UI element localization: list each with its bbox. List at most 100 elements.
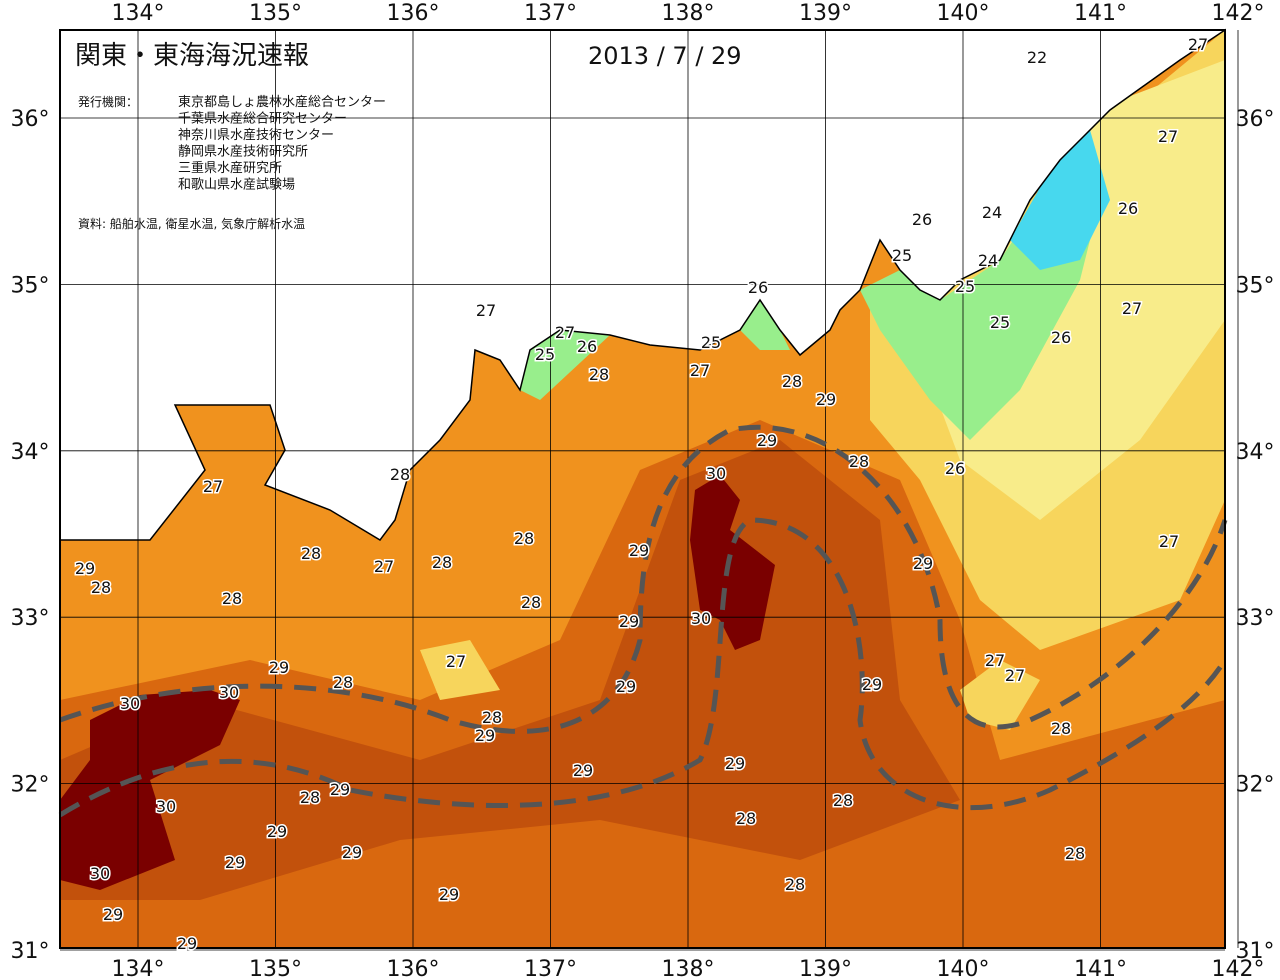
contour-label: 30 <box>219 683 239 702</box>
contour-label: 29 <box>862 675 882 694</box>
contour-label: 27 <box>555 323 575 342</box>
contour-label: 25 <box>701 333 721 352</box>
contour-label: 28 <box>91 578 111 597</box>
longitude-label: 134° <box>112 957 165 980</box>
contour-label: 29 <box>757 431 777 450</box>
contour-label: 26 <box>1051 328 1071 347</box>
longitude-label: 142° <box>1212 957 1265 980</box>
contour-label: 29 <box>225 853 245 872</box>
contour-label: 30 <box>691 609 711 628</box>
contour-label: 30 <box>156 797 176 816</box>
contour-label: 28 <box>432 553 452 572</box>
contour-label: 29 <box>103 905 123 924</box>
sea-30 <box>690 475 775 650</box>
latitude-label: 34° <box>11 440 50 465</box>
contour-label: 25 <box>892 246 912 265</box>
kuroshio-outer <box>58 517 1228 818</box>
contour-label: 29 <box>629 541 649 560</box>
contour-label: 28 <box>222 589 242 608</box>
sea-27 <box>960 660 1040 730</box>
contour-label: 27 <box>1159 532 1179 551</box>
contour-label: 28 <box>782 372 802 391</box>
agency: 和歌山県水産試験場 <box>178 177 295 193</box>
longitude-label: 140° <box>937 957 990 980</box>
longitude-label: 136° <box>387 957 440 980</box>
contour-label: 28 <box>301 544 321 563</box>
contour-label: 25 <box>955 277 975 296</box>
longitude-label: 139° <box>799 957 852 980</box>
longitude-label: 137° <box>524 1 577 26</box>
longitude-label: 140° <box>937 1 990 26</box>
contour-label: 28 <box>482 708 502 727</box>
source-note: 資料: 船舶水温, 衛星水温, 気象庁解析水温 <box>78 216 305 231</box>
contour-label: 29 <box>177 934 197 953</box>
contour-label: 27 <box>690 361 710 380</box>
longitude-label: 134° <box>112 1 165 26</box>
contour-label: 25 <box>535 345 555 364</box>
contour-label: 29 <box>342 843 362 862</box>
contour-label: 28 <box>390 465 410 484</box>
sea-30 <box>60 690 240 890</box>
contour-label: 28 <box>589 365 609 384</box>
latitude-label: 33° <box>1236 606 1275 631</box>
contour-label: 26 <box>945 459 965 478</box>
longitude-label: 142° <box>1212 1 1265 26</box>
publisher-label: 発行機関： <box>78 94 138 109</box>
contour-label: 29 <box>439 885 459 904</box>
contour-label: 28 <box>1051 719 1071 738</box>
graticule <box>60 30 1239 951</box>
contour-label: 28 <box>333 673 353 692</box>
contour-label: 27 <box>1158 127 1178 146</box>
longitude-label: 138° <box>662 957 715 980</box>
contour-label: 28 <box>521 593 541 612</box>
latitude-label: 31° <box>1236 939 1275 964</box>
contour-label: 29 <box>475 726 495 745</box>
latitude-label: 34° <box>1236 440 1275 465</box>
sea-27 <box>420 640 500 700</box>
agency: 静岡県水産技術研究所 <box>178 144 308 160</box>
contour-label: 30 <box>90 864 110 883</box>
contour-label: 28 <box>300 788 320 807</box>
contour-label: 29 <box>75 559 95 578</box>
contour-label: 29 <box>616 677 636 696</box>
contour-label: 30 <box>120 694 140 713</box>
longitude-label: 136° <box>387 1 440 26</box>
contour-label: 28 <box>736 809 756 828</box>
map-title: 関東・東海海況速報 <box>75 41 309 71</box>
contour-label: 25 <box>990 313 1010 332</box>
latitude-label: 35° <box>11 273 50 298</box>
latitude-label: 32° <box>11 773 50 798</box>
agency: 千葉県水産総合研究センター <box>178 111 347 127</box>
longitude-label: 139° <box>799 1 852 26</box>
contour-label: 27 <box>1122 299 1142 318</box>
contour-label: 27 <box>374 557 394 576</box>
agency: 神奈川県水産技術センター <box>178 127 334 143</box>
contour-label: 28 <box>785 875 805 894</box>
contour-label: 28 <box>1065 844 1085 863</box>
contour-label: 29 <box>573 761 593 780</box>
contour-label: 24 <box>978 251 998 270</box>
contour-label: 27 <box>1188 35 1208 54</box>
contour-label: 27 <box>203 477 223 496</box>
contour-label: 27 <box>1005 666 1025 685</box>
contour-label: 27 <box>476 301 496 320</box>
contour-label: 28 <box>514 529 534 548</box>
longitude-label: 138° <box>662 1 715 26</box>
map-date: 2013 / 7 / 29 <box>588 42 742 70</box>
contour-label: 26 <box>748 278 768 297</box>
longitude-label: 135° <box>249 957 302 980</box>
kuroshio-path <box>58 424 1228 818</box>
contour-label: 28 <box>833 791 853 810</box>
contour-label: 22 <box>1027 48 1047 67</box>
latitude-label: 33° <box>11 606 50 631</box>
longitude-label: 141° <box>1074 1 1127 26</box>
longitude-label: 135° <box>249 1 302 26</box>
contour-label: 27 <box>985 651 1005 670</box>
contour-label: 27 <box>446 652 466 671</box>
contour-label: 29 <box>816 390 836 409</box>
latitude-label: 32° <box>1236 773 1275 798</box>
contour-label: 29 <box>725 754 745 773</box>
contour-label: 26 <box>577 337 597 356</box>
